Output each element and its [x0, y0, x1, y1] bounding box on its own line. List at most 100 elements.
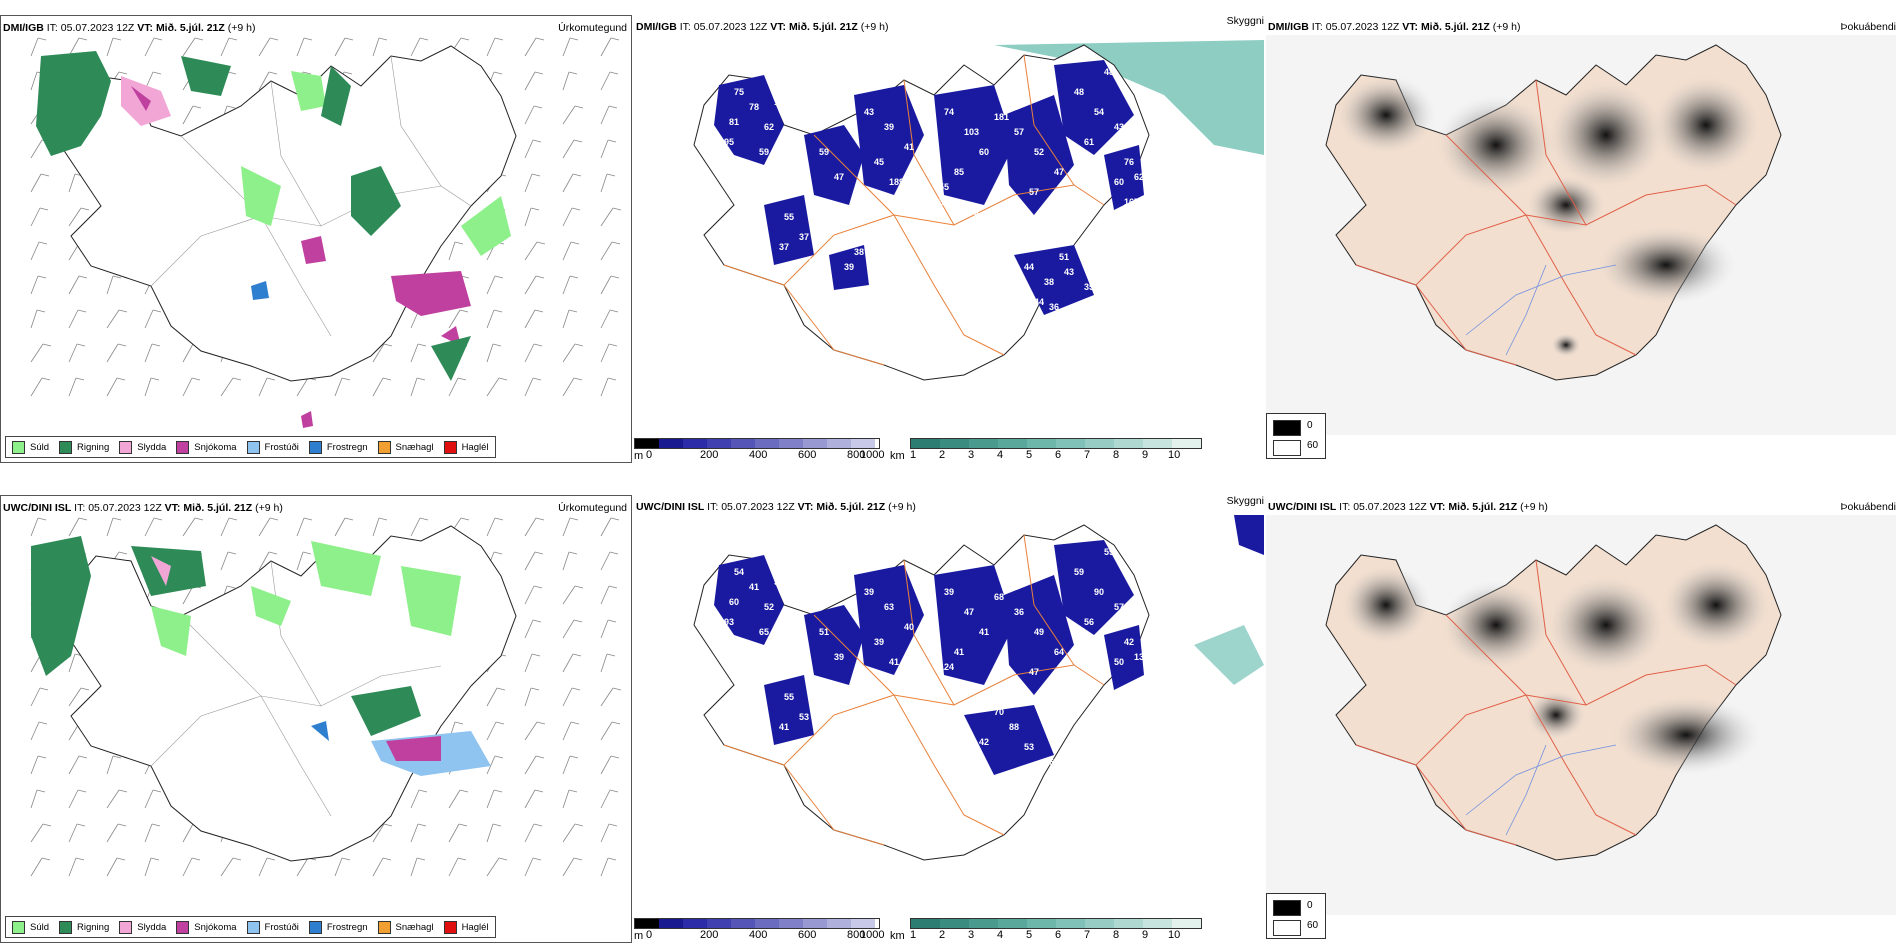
wind-barb [600, 377, 617, 397]
legend-item: Rigning [59, 920, 109, 934]
iceland-visibility-map: 54 41 60 52 93 65 57 37 51 39 39 63 40 39 41 41 39 47 41 41… [693, 515, 1264, 861]
wind-barb [562, 823, 584, 843]
legend-item: Snæhagl [377, 920, 434, 934]
wind-barb [30, 687, 49, 707]
wind-barb [448, 789, 469, 809]
cloud-key: 0 60 [1266, 893, 1326, 939]
wind-barb [486, 517, 504, 537]
visibility-value-label: 124 [939, 662, 954, 672]
wind-barb [68, 377, 85, 397]
wind-barb [448, 241, 464, 261]
wind-barb [410, 37, 429, 57]
wind-barb [524, 309, 544, 329]
wind-barb [486, 687, 506, 707]
visibility-value-label: 41 [904, 142, 914, 152]
wind-barb [600, 343, 618, 363]
wind-barb [144, 517, 163, 537]
wind-barb [524, 173, 541, 193]
visibility-value-label: 64 [1054, 647, 1064, 657]
wind-barb [600, 755, 620, 775]
wind-barb [182, 37, 204, 57]
wind-barb [600, 687, 622, 707]
wind-barb [600, 37, 620, 57]
visibility-value-label: 57 [1029, 187, 1039, 197]
wind-barb [562, 71, 578, 91]
visibility-value-label: 54 [1094, 107, 1104, 117]
visibility-value-label: 55 [994, 227, 1004, 237]
visibility-value-label: 103 [964, 127, 979, 137]
wind-barb [486, 823, 502, 843]
visibility-value-label: 68 [994, 592, 1004, 602]
wind-barb [562, 619, 583, 639]
wind-barb [524, 721, 546, 741]
wind-barb [410, 517, 429, 537]
low-visibility-areas [714, 540, 1144, 775]
visibility-value-label: 61 [1084, 137, 1094, 147]
wind-barb [30, 241, 48, 261]
wind-barb [372, 823, 393, 843]
roads [150, 560, 442, 817]
visibility-value-label: 51 [1059, 252, 1069, 262]
legend-item: Súld [12, 920, 49, 934]
visibility-value-label: 70 [994, 707, 1004, 717]
iceland-outline [60, 525, 517, 862]
wind-barb [30, 857, 51, 877]
wind-barb [106, 823, 127, 843]
wind-barb [562, 139, 583, 159]
legend-item: Rigning [59, 440, 109, 454]
visibility-value-label: 53 [799, 712, 809, 722]
wind-barb [486, 343, 502, 363]
wind-barb [296, 37, 313, 57]
wind-barb [562, 207, 581, 227]
wind-barb [600, 789, 619, 809]
wind-barb [562, 377, 583, 397]
panel-title: DMI/IGB IT: 05.07.2023 12Z VT: Mið. 5.jú… [1268, 21, 1521, 33]
visibility-value-label: 46 [1044, 757, 1054, 767]
visibility-value-label: 61 [844, 742, 854, 752]
wind-barb [562, 857, 583, 877]
wind-barb [372, 343, 393, 363]
wind-barb [68, 309, 87, 329]
visibility-value-label: 60 [729, 597, 739, 607]
roads [723, 534, 1105, 846]
wind-barb [30, 517, 47, 537]
visibility-value-label: 51 [819, 627, 829, 637]
panel-title: UWC/DINI ISL IT: 05.07.2023 12Z VT: Mið.… [1268, 501, 1548, 513]
wind-barb [600, 823, 618, 843]
wind-barb [68, 207, 90, 227]
wind-barb [220, 857, 242, 877]
wind-barb [524, 71, 544, 91]
visibility-value-label: 54 [734, 567, 744, 577]
wind-barb [372, 857, 392, 877]
visibility-value-label: 85 [954, 167, 964, 177]
visibility-value-label: 55 [784, 212, 794, 222]
wind-barb [30, 309, 46, 329]
visibility-value-label: 76 [1124, 157, 1134, 167]
visibility-value-label: 39 [844, 262, 854, 272]
wind-barb [30, 721, 48, 741]
visibility-value-label: 60 [1114, 177, 1124, 187]
visibility-scale-m: m 0 200 400 600 800 1000 [634, 918, 890, 942]
visibility-value-label: 43 [1114, 122, 1124, 132]
wind-barb [220, 517, 238, 537]
visibility-value-label: 189 [889, 177, 904, 187]
wind-barb [562, 789, 578, 809]
wind-barb [524, 139, 542, 159]
legend-item: Snjókoma [176, 920, 237, 934]
wind-barb [296, 377, 317, 397]
visibility-value-label: 57 [774, 577, 784, 587]
wind-barb [448, 377, 467, 397]
wind-barb [524, 275, 545, 295]
visibility-value-label: 8 [1029, 777, 1034, 787]
wind-barb [144, 857, 160, 877]
wind-barb [68, 343, 86, 363]
product-label: Úrkomutegund [558, 502, 627, 514]
legend-item: Snæhagl [377, 440, 434, 454]
wind-barb [600, 619, 617, 639]
wind-barb [30, 275, 47, 295]
visibility-value-label: 47 [964, 607, 974, 617]
wind-barb [106, 755, 122, 775]
wind-barb [106, 37, 122, 57]
iceland-precip-map [30, 37, 622, 428]
visibility-scale-km: km 1 2 3 4 5 6 7 8 9 10 [890, 918, 1202, 942]
